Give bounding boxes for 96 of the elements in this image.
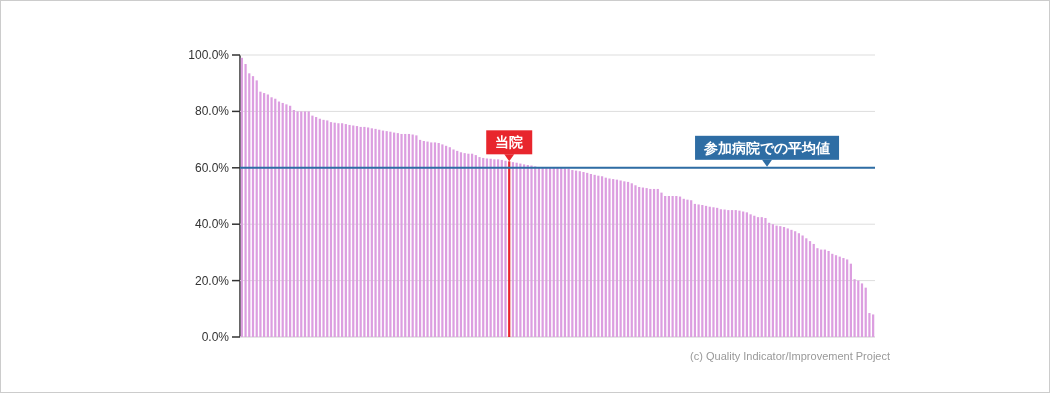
bar [337, 123, 340, 337]
bar [675, 196, 678, 337]
bar [738, 210, 741, 337]
bar [426, 141, 429, 337]
bar [311, 115, 314, 337]
y-tick-label: 0.0% [201, 330, 230, 344]
bar [612, 179, 615, 337]
bar [771, 224, 774, 337]
bar [749, 214, 752, 337]
annotation: (c) Quality Indicator/Improvement Project [690, 350, 890, 362]
bar [630, 183, 633, 337]
bar [831, 253, 834, 337]
bar [567, 168, 570, 337]
bar [322, 119, 325, 337]
bar [797, 233, 800, 337]
bar [686, 199, 689, 337]
bar [270, 97, 273, 337]
bar [652, 188, 656, 337]
bar [712, 207, 715, 337]
bar [812, 243, 815, 337]
bar [723, 209, 726, 337]
bar [682, 198, 685, 337]
bar [842, 258, 845, 337]
bar [690, 200, 693, 337]
bar [794, 231, 797, 337]
bar [816, 248, 819, 337]
bar [660, 192, 663, 337]
bar [363, 126, 366, 337]
bar [589, 174, 593, 337]
bar [775, 225, 778, 337]
bar [604, 177, 607, 337]
annotation: 当院 [495, 134, 524, 151]
bar [593, 174, 596, 337]
bar [597, 175, 600, 337]
bar [400, 133, 403, 337]
bar [727, 210, 730, 337]
bar [389, 131, 392, 337]
bar [649, 188, 652, 337]
bar [556, 167, 559, 337]
y-tick-label: 60.0% [194, 160, 230, 175]
bar [348, 124, 351, 337]
y-tick-label: 100.0% [188, 48, 230, 62]
bar [664, 196, 667, 337]
annotation: 当院 [486, 130, 533, 162]
bar [530, 165, 533, 337]
y-tick-label: 80.0% [194, 104, 230, 119]
bar [626, 181, 630, 337]
bar [634, 185, 637, 337]
bar [623, 181, 626, 337]
bar [452, 149, 455, 337]
bar [834, 255, 838, 337]
bar [608, 178, 611, 337]
bar [571, 170, 574, 337]
bar [846, 259, 849, 337]
ref-line-label: 参加病院での平均値 [703, 139, 831, 156]
y-tick-label: 20.0% [194, 273, 230, 288]
bar [296, 111, 299, 337]
bar [849, 263, 852, 337]
bar [697, 204, 700, 337]
bar [578, 171, 581, 337]
bar [753, 215, 756, 337]
bar [716, 207, 719, 337]
bar [586, 172, 589, 337]
bar [764, 218, 767, 337]
bar [782, 227, 786, 337]
bar [805, 238, 808, 337]
bar [790, 229, 793, 337]
bar [786, 228, 789, 337]
bar [708, 206, 711, 337]
bar [756, 217, 760, 337]
bar [872, 314, 875, 337]
bar [719, 209, 723, 337]
bar [808, 241, 812, 337]
bar [645, 188, 648, 337]
bar [582, 172, 585, 337]
bar [671, 196, 674, 337]
bar [860, 283, 864, 337]
bar [730, 210, 734, 337]
bar [827, 250, 830, 337]
bar [704, 205, 708, 337]
bar [801, 235, 804, 337]
bar [667, 196, 671, 337]
bar [779, 226, 782, 337]
bar [693, 203, 697, 337]
bar [619, 180, 622, 337]
y-tick-label: 40.0% [194, 217, 230, 232]
bar [478, 157, 481, 337]
bar [600, 176, 604, 337]
bar [415, 135, 418, 337]
bar [656, 188, 659, 337]
bar [768, 222, 771, 337]
bar [760, 217, 763, 337]
bar [701, 205, 704, 337]
bar [285, 104, 288, 337]
bar [734, 210, 737, 337]
bar [374, 128, 377, 337]
